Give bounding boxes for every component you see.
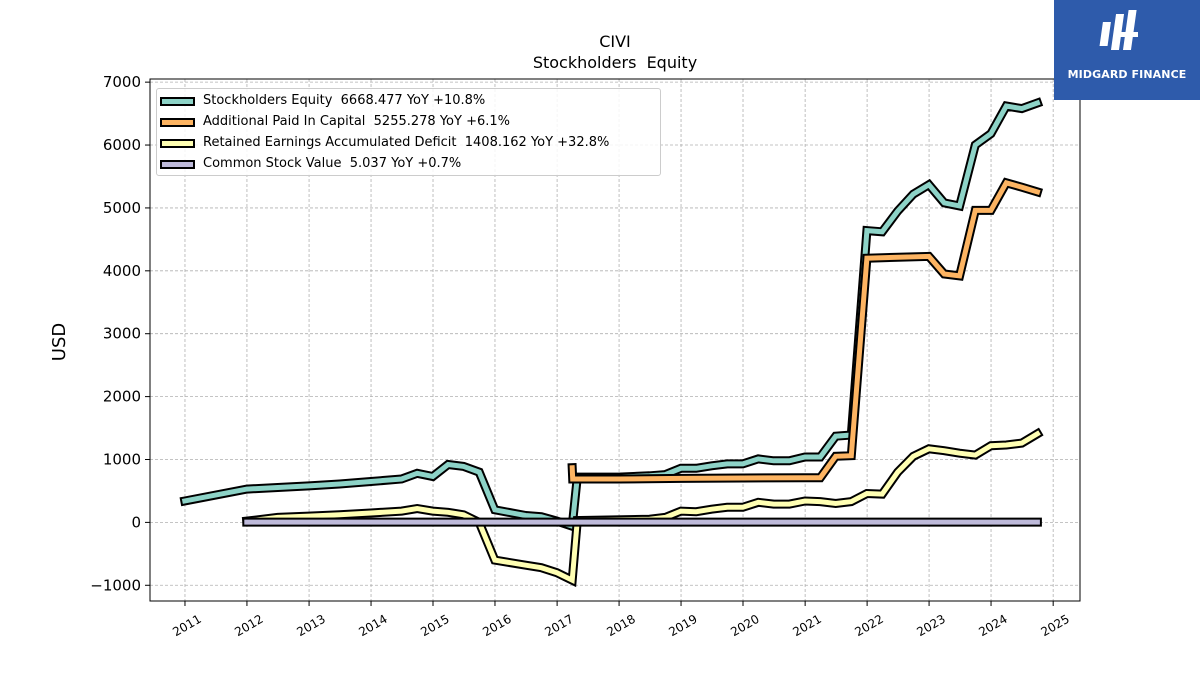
y-tick-label: −1000 (90, 576, 141, 594)
legend-swatch (160, 160, 195, 169)
y-tick-label: 2000 (103, 388, 141, 406)
x-tick-label: 2022 (852, 612, 885, 639)
x-tick-label: 2015 (418, 612, 451, 639)
x-tick-label: 2019 (666, 612, 699, 639)
legend: Stockholders Equity 6668.477 YoY +10.8% … (156, 88, 661, 176)
legend-label: Common Stock Value 5.037 YoY +0.7% (203, 156, 462, 171)
x-tick-label: 2023 (914, 612, 947, 639)
legend-label: Retained Earnings Accumulated Deficit 14… (203, 135, 610, 150)
series-layer (179, 97, 1044, 588)
legend-label: Stockholders Equity 6668.477 YoY +10.8% (203, 93, 486, 108)
x-tick-label: 2016 (480, 612, 513, 639)
x-tick-label: 2017 (542, 612, 575, 639)
y-tick-label: 4000 (103, 262, 141, 280)
chart-title: CIVI (599, 32, 631, 51)
y-tick-label: 3000 (103, 325, 141, 343)
y-tick-label: 5000 (103, 199, 141, 217)
legend-label: Additional Paid In Capital 5255.278 YoY … (203, 114, 510, 129)
x-tick-label: 2013 (294, 612, 327, 639)
x-tick-label: 2011 (170, 612, 203, 639)
chart-subtitle: Stockholders Equity (533, 53, 697, 72)
legend-swatch (160, 139, 195, 148)
logo-text: MIDGARD FINANCE (1067, 68, 1187, 81)
y-tick-label: 0 (131, 513, 141, 531)
series-stockholders-equity (181, 99, 1041, 530)
logo-mark-icon (1099, 10, 1138, 50)
plot-frame (149, 78, 1081, 602)
brand-logo: MIDGARD FINANCE (1054, 0, 1200, 100)
x-tick-label: 2021 (790, 612, 823, 639)
x-tick-label: 2012 (232, 612, 265, 639)
x-tick-label: 2020 (728, 612, 761, 639)
x-tick-label: 2018 (604, 612, 637, 639)
y-tick-label: 1000 (103, 450, 141, 468)
y-axis-label: USD (49, 323, 70, 361)
series-additional-paid-in-capital (569, 179, 1041, 482)
x-tick-label: 2025 (1038, 612, 1071, 639)
legend-swatch (160, 97, 195, 106)
x-tick-label: 2024 (976, 612, 1009, 639)
legend-swatch (160, 118, 195, 127)
x-tick-label: 2014 (356, 612, 389, 639)
series-retained-earnings (244, 430, 1041, 585)
y-tick-label: 6000 (103, 136, 141, 154)
y-tick-label: 7000 (103, 73, 141, 91)
